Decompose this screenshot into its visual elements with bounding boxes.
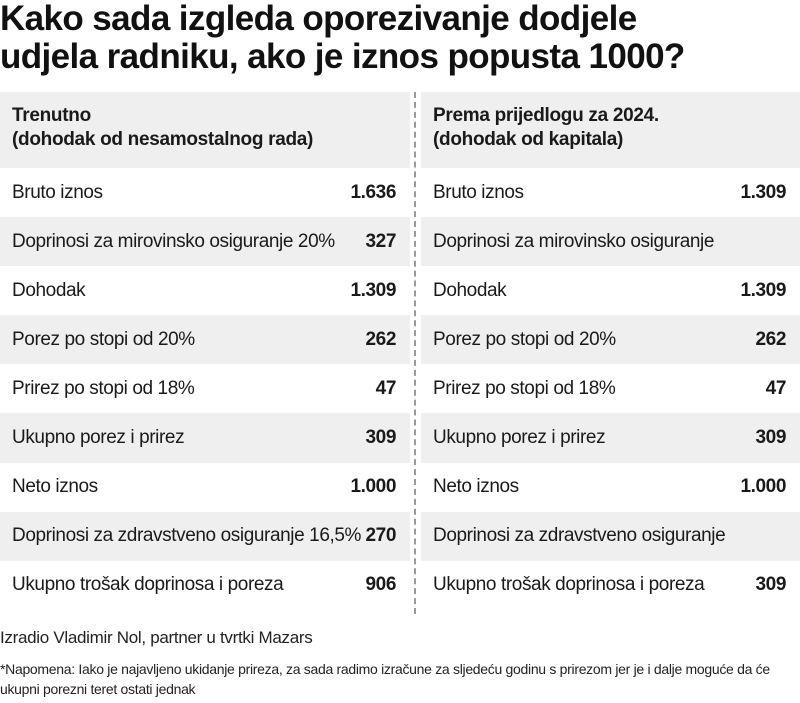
row-value: 309 xyxy=(755,427,786,449)
current-header-title: Trenutno xyxy=(12,105,91,126)
table-row: Ukupno trošak doprinosa i poreza 906 xyxy=(0,561,410,610)
column-divider xyxy=(414,92,416,614)
row-label: Doprinosi za zdravstveno osiguranje 16,5… xyxy=(12,525,362,547)
row-value: 262 xyxy=(365,328,396,350)
row-value: 270 xyxy=(365,525,396,547)
table-row: Ukupno porez i prirez 309 xyxy=(0,413,410,463)
row-label: Doprinosi za mirovinsko osiguranje 20% xyxy=(12,230,335,252)
proposal-header-title: Prema prijedlogu za 2024. xyxy=(433,105,659,126)
table-row: Porez po stopi od 20% 262 xyxy=(0,315,410,365)
row-value: 309 xyxy=(755,574,786,596)
row-label: Doprinosi za mirovinsko osiguranje xyxy=(433,230,715,252)
row-label: Neto iznos xyxy=(12,476,98,498)
row-label: Ukupno trošak doprinosa i poreza xyxy=(433,574,705,596)
proposal-column-header: Prema prijedlogu za 2024. (dohodak od ka… xyxy=(421,92,800,168)
table-row: Prirez po stopi od 18% 47 xyxy=(421,364,800,413)
row-value: 1.309 xyxy=(740,181,786,203)
current-column: Trenutno (dohodak od nesamostalnog rada)… xyxy=(0,92,410,610)
table-row: Ukupno porez i prirez 309 xyxy=(421,413,800,463)
current-header-subtitle: (dohodak od nesamostalnog rada) xyxy=(12,129,314,150)
row-label: Doprinosi za zdravstveno osiguranje xyxy=(433,525,726,547)
row-value: 327 xyxy=(365,230,396,252)
table-row: Neto iznos 1.000 xyxy=(0,463,410,512)
current-rows: Bruto iznos 1.636 Doprinosi za mirovinsko … xyxy=(0,168,410,610)
row-value: 1.309 xyxy=(350,279,396,301)
row-value: 1.000 xyxy=(350,476,396,498)
row-label: Prirez po stopi od 18% xyxy=(433,377,616,399)
author-credit: Izradio Vladimir Nol, partner u tvrtki M… xyxy=(0,628,313,647)
row-label: Dohodak xyxy=(433,279,507,301)
proposal-column: Prema prijedlogu za 2024. (dohodak od ka… xyxy=(421,92,800,610)
row-label: Neto iznos xyxy=(433,476,519,498)
row-label: Dohodak xyxy=(12,279,86,301)
title-line-2: udjela radniku, ako je iznos popusta 100… xyxy=(0,37,685,76)
row-label: Bruto iznos xyxy=(433,181,524,203)
row-value: 47 xyxy=(375,377,397,399)
row-label: Prirez po stopi od 18% xyxy=(12,377,195,399)
row-label: Ukupno trošak doprinosa i poreza xyxy=(12,574,284,596)
proposal-rows: Bruto iznos 1.309 Doprinosi za mirovinsko … xyxy=(421,168,800,610)
proposal-header-subtitle: (dohodak od kapitala) xyxy=(433,129,624,150)
table-row: Bruto iznos 1.309 xyxy=(421,168,800,217)
table-row: Doprinosi za mirovinsko osiguranje 20% 32… xyxy=(0,217,410,267)
table-row: Doprinosi za zdravstveno osiguranje 16,5… xyxy=(0,511,410,561)
table-row: Prirez po stopi od 18% 47 xyxy=(0,364,410,413)
table-row: Bruto iznos 1.636 xyxy=(0,168,410,217)
table-row: Ukupno trošak doprinosa i poreza 309 xyxy=(421,561,800,610)
row-value: 1.636 xyxy=(350,181,396,203)
table-row: Dohodak 1.309 xyxy=(421,266,800,315)
table-row: Neto iznos 1.000 xyxy=(421,463,800,512)
row-value: 1.000 xyxy=(740,476,786,498)
table-row: Doprinosi za mirovinsko osiguranje xyxy=(421,217,800,267)
row-value: 47 xyxy=(765,377,787,399)
row-value: 906 xyxy=(365,574,396,596)
row-label: Ukupno porez i prirez xyxy=(12,427,185,449)
table-row: Dohodak 1.309 xyxy=(0,266,410,315)
row-value: 309 xyxy=(365,427,396,449)
row-label: Bruto iznos xyxy=(12,181,103,203)
table-row: Doprinosi za zdravstveno osiguranje xyxy=(421,511,800,561)
row-value: 262 xyxy=(755,328,786,350)
infographic-title: Kako sada izgleda oporezivanje dodjele u… xyxy=(0,0,800,76)
row-label: Porez po stopi od 20% xyxy=(433,328,616,350)
table-row: Porez po stopi od 20% 262 xyxy=(421,315,800,365)
title-line-1: Kako sada izgleda oporezivanje dodjele xyxy=(0,0,637,38)
row-label: Ukupno porez i prirez xyxy=(433,427,606,449)
row-value: 1.309 xyxy=(740,279,786,301)
current-column-header: Trenutno (dohodak od nesamostalnog rada) xyxy=(0,92,410,168)
footnote: *Napomena: Iako je najavljeno ukidanje p… xyxy=(0,661,770,697)
row-label: Porez po stopi od 20% xyxy=(12,328,195,350)
